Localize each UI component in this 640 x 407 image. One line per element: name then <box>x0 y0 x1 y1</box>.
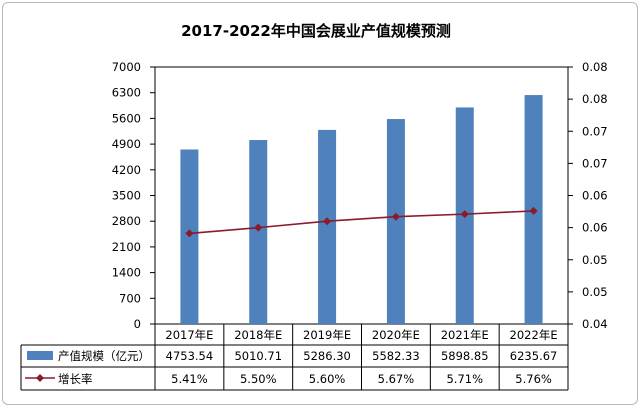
line-point <box>323 217 332 226</box>
right-tick-label: 0.04 <box>582 317 608 331</box>
legend-line-name: 增长率 <box>58 372 93 386</box>
growth-value-cell: 5.60% <box>309 372 346 386</box>
left-tick-label: 2100 <box>112 240 141 254</box>
right-tick-label: 0.06 <box>582 189 608 203</box>
right-tick-label: 0.07 <box>582 156 608 170</box>
left-tick-label: 700 <box>119 291 141 305</box>
growth-value-cell: 5.50% <box>240 372 277 386</box>
left-tick-label: 4200 <box>112 163 141 177</box>
right-tick-label: 0.08 <box>582 92 608 106</box>
category-label: 2022年E <box>510 328 558 342</box>
line-point <box>254 223 263 232</box>
growth-value-cell: 5.71% <box>446 372 483 386</box>
bar <box>318 129 337 324</box>
bar-value-cell: 5010.71 <box>234 349 282 363</box>
right-tick-label: 0.05 <box>582 285 608 299</box>
legend-bar-name: 产值规模（亿元） <box>58 349 150 363</box>
line-point <box>529 206 538 215</box>
right-tick-label: 0.05 <box>582 253 608 267</box>
category-label: 2020年E <box>372 328 420 342</box>
left-tick-label: 5600 <box>112 111 141 125</box>
growth-line <box>189 210 534 235</box>
growth-value-cell: 5.67% <box>378 372 415 386</box>
left-tick-label: 6300 <box>112 86 141 100</box>
legend-line-marker <box>36 374 44 382</box>
growth-value-cell: 5.41% <box>171 372 208 386</box>
right-tick-label: 0.06 <box>582 221 608 235</box>
plot-area <box>154 66 569 325</box>
left-axis: 0 700 1400 2100 2800 3500 4200 4900 5600 6300 7000 <box>112 60 155 331</box>
left-tick-label: 3500 <box>112 189 141 203</box>
bar-value-cell: 5286.30 <box>303 349 351 363</box>
line-point <box>185 229 194 238</box>
bar-series <box>180 95 543 325</box>
category-label: 2019年E <box>303 328 351 342</box>
category-label: 2017年E <box>165 328 213 342</box>
bar-value-cell: 6235.67 <box>510 349 558 363</box>
category-label: 2021年E <box>441 328 489 342</box>
growth-line-series <box>185 206 538 238</box>
category-label: 2018年E <box>234 328 282 342</box>
line-point <box>460 210 469 219</box>
legend-bar-swatch <box>27 351 53 360</box>
left-tick-label: 0 <box>134 317 141 331</box>
bar-value-cell: 5582.33 <box>372 349 420 363</box>
growth-value-cell: 5.76% <box>515 372 552 386</box>
left-tick-label: 7000 <box>112 60 141 74</box>
line-point <box>391 212 400 221</box>
right-tick-label: 0.08 <box>582 60 608 74</box>
left-tick-label: 2800 <box>112 214 141 228</box>
chart-title: 2017-2022年中国会展业产值规模预测 <box>181 22 451 40</box>
bar-value-cell: 4753.54 <box>166 349 214 363</box>
left-tick-label: 1400 <box>112 266 141 280</box>
bar <box>386 119 405 325</box>
right-tick-label: 0.07 <box>582 124 608 138</box>
right-axis: 0.04 0.05 0.05 0.06 0.06 0.07 0.07 0.08 0.08 <box>568 60 608 331</box>
left-tick-label: 4900 <box>112 137 141 151</box>
bar-value-cell: 5898.85 <box>441 349 489 363</box>
bar <box>249 140 268 324</box>
data-table: 2017年E 2018年E 2019年E 2020年E 2021年E 2022年E 产值规模… <box>20 324 569 391</box>
